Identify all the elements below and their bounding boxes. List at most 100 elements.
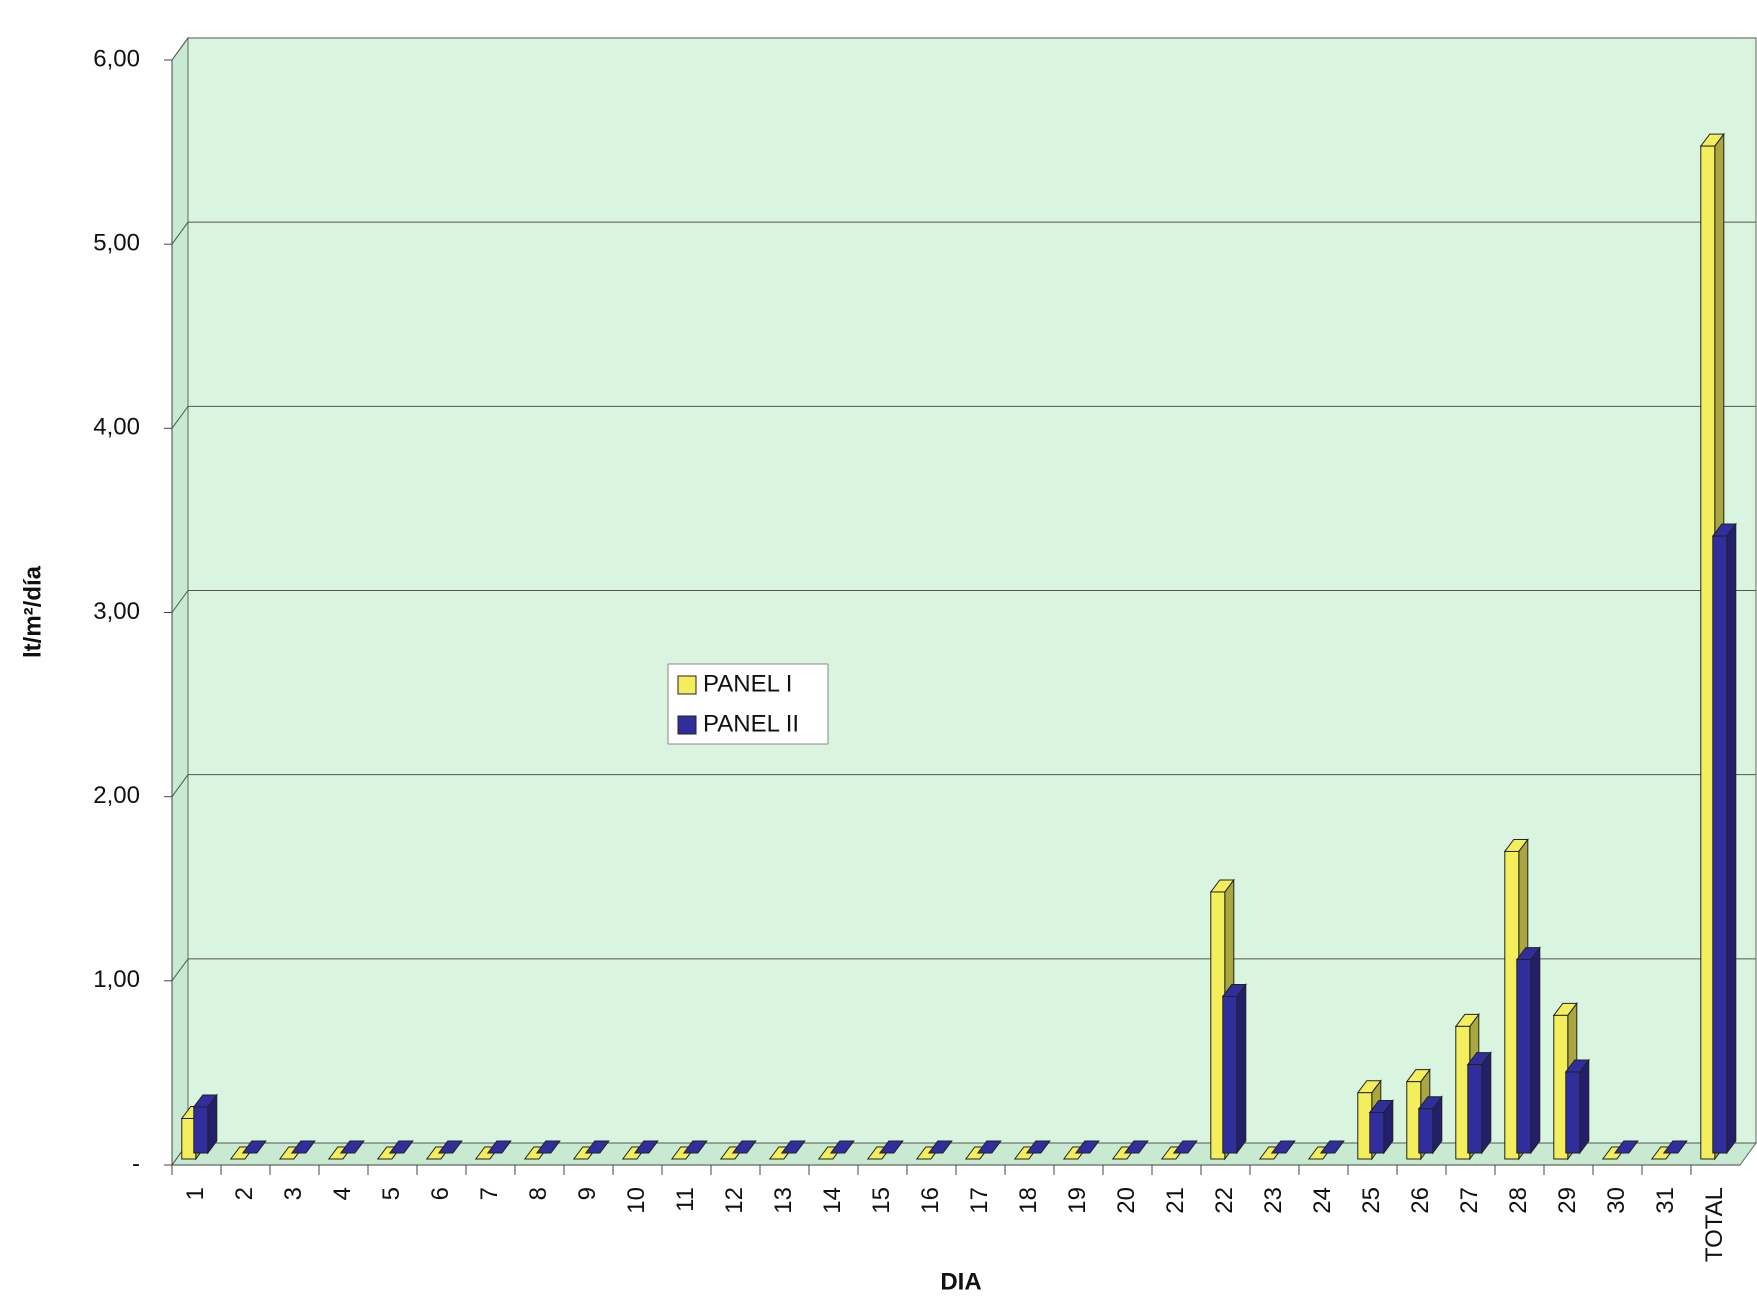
bar-top	[584, 1140, 610, 1154]
bar	[1270, 1140, 1296, 1154]
bar-front	[1565, 1071, 1581, 1154]
x-tick-label: 22	[1211, 1187, 1238, 1214]
x-tick-label: 31	[1652, 1187, 1679, 1214]
y-tick-label: 6,00	[93, 45, 140, 72]
bar-top	[1270, 1140, 1296, 1154]
y-axis-title: lt/m²/día	[19, 565, 46, 658]
bar-top	[1613, 1140, 1639, 1154]
bar	[290, 1140, 316, 1154]
legend-swatch	[677, 675, 697, 695]
y-tick-label: 5,00	[93, 230, 140, 257]
legend: PANEL I PANEL II	[667, 663, 829, 745]
bar-top	[682, 1140, 708, 1154]
bar-front	[1222, 995, 1238, 1154]
bar-top	[633, 1140, 659, 1154]
y-tick-label: 1,00	[93, 966, 140, 993]
legend-swatch	[677, 715, 697, 735]
x-tick-label: 20	[1113, 1187, 1140, 1214]
bar	[1172, 1140, 1198, 1154]
grid-line	[171, 774, 1756, 797]
bar	[1123, 1140, 1149, 1154]
bar-top	[535, 1140, 561, 1154]
legend-label: PANEL I	[703, 670, 792, 697]
y-tick-label: -	[132, 1150, 140, 1177]
bar	[339, 1140, 365, 1154]
x-tick-label: 3	[280, 1187, 307, 1200]
bar-top	[976, 1140, 1002, 1154]
x-tick-label: 27	[1456, 1187, 1483, 1214]
bar-front	[193, 1106, 209, 1154]
x-tick-label: 29	[1554, 1187, 1581, 1214]
bar-top	[1025, 1140, 1051, 1154]
bar-front	[1467, 1064, 1483, 1154]
x-tick-label: 13	[770, 1187, 797, 1214]
grid-line	[171, 590, 1756, 613]
bar-front	[1516, 959, 1532, 1154]
bar	[486, 1140, 512, 1154]
x-tick-label: 19	[1064, 1187, 1091, 1214]
bar-top	[780, 1140, 806, 1154]
bar-side	[1726, 522, 1737, 1155]
bar	[1564, 1058, 1590, 1155]
x-tick-label: 6	[427, 1187, 454, 1200]
bar	[535, 1140, 561, 1154]
bar	[1074, 1140, 1100, 1154]
x-tick-label: 28	[1505, 1187, 1532, 1214]
bar-top	[731, 1140, 757, 1154]
y-tick-label: 2,00	[93, 782, 140, 809]
bar	[1613, 1140, 1639, 1154]
bar	[976, 1140, 1002, 1154]
x-tick-label: 30	[1603, 1187, 1630, 1214]
bar	[584, 1140, 610, 1154]
bar-top	[339, 1140, 365, 1154]
bar	[682, 1140, 708, 1154]
legend-label: PANEL II	[703, 710, 799, 737]
bar-side	[1579, 1058, 1590, 1155]
x-tick-label: 14	[819, 1187, 846, 1214]
x-tick-label: 10	[623, 1187, 650, 1214]
bar	[878, 1140, 904, 1154]
grid-line	[171, 37, 1756, 61]
bar-top	[1074, 1140, 1100, 1154]
bar-top	[927, 1140, 953, 1154]
bar	[633, 1140, 659, 1154]
bar-top	[241, 1140, 267, 1154]
x-tick-label: TOTAL	[1701, 1187, 1728, 1262]
y-tick-label: 3,00	[93, 598, 140, 625]
x-tick-label: 26	[1407, 1187, 1434, 1214]
bar-top	[878, 1140, 904, 1154]
x-tick-label: 1	[182, 1187, 209, 1200]
bar-front	[1712, 535, 1728, 1154]
x-tick-label: 12	[721, 1187, 748, 1214]
grid-line	[171, 221, 1756, 245]
bar	[437, 1140, 463, 1154]
bar-side	[1481, 1051, 1492, 1155]
bar-top	[388, 1140, 414, 1154]
bar	[731, 1140, 757, 1154]
y-tick-label: 4,00	[93, 414, 140, 441]
x-tick-label: 16	[917, 1187, 944, 1214]
x-axis-title: DIA	[940, 1268, 981, 1295]
x-tick-label: 5	[378, 1187, 405, 1200]
bar-side	[1236, 982, 1247, 1155]
bar-top	[1172, 1140, 1198, 1154]
bar	[1368, 1098, 1394, 1155]
x-tick-label: 9	[574, 1187, 601, 1200]
bar-front	[1369, 1111, 1385, 1154]
bar-top	[1123, 1140, 1149, 1154]
x-tick-label: 15	[868, 1187, 895, 1214]
x-tick-label: 11	[672, 1187, 699, 1212]
x-tick-label: 8	[525, 1187, 552, 1200]
bar-top	[437, 1140, 463, 1154]
bar	[241, 1140, 267, 1154]
bar	[192, 1093, 218, 1155]
bar	[1711, 522, 1737, 1155]
bar	[1319, 1140, 1345, 1154]
bar	[1515, 946, 1541, 1155]
bar	[1466, 1051, 1492, 1155]
x-tick-label: 18	[1015, 1187, 1042, 1214]
bar-top	[290, 1140, 316, 1154]
bar-side	[1530, 946, 1541, 1155]
